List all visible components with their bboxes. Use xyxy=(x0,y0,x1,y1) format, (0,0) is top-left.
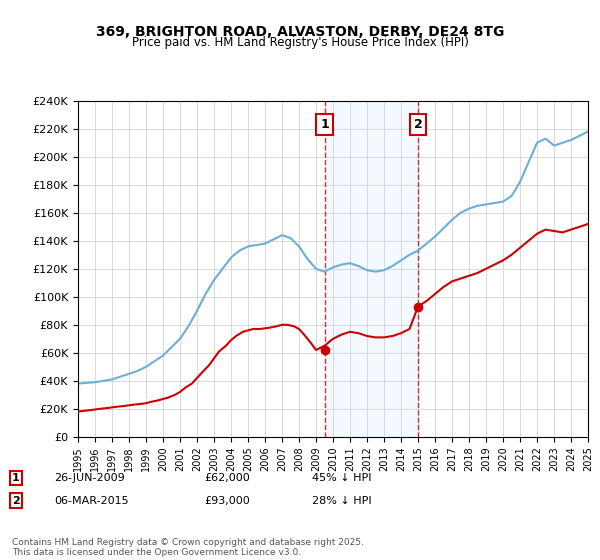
Text: 369, BRIGHTON ROAD, ALVASTON, DERBY, DE24 8TG: 369, BRIGHTON ROAD, ALVASTON, DERBY, DE2… xyxy=(96,25,504,39)
Text: £62,000: £62,000 xyxy=(204,473,250,483)
Text: 06-MAR-2015: 06-MAR-2015 xyxy=(54,496,128,506)
Text: Contains HM Land Registry data © Crown copyright and database right 2025.
This d: Contains HM Land Registry data © Crown c… xyxy=(12,538,364,557)
Text: 1: 1 xyxy=(320,118,329,131)
Text: 1: 1 xyxy=(12,473,20,483)
Text: 26-JUN-2009: 26-JUN-2009 xyxy=(54,473,125,483)
Text: £93,000: £93,000 xyxy=(204,496,250,506)
Text: 45% ↓ HPI: 45% ↓ HPI xyxy=(312,473,371,483)
Bar xyxy=(325,101,418,437)
Text: 2: 2 xyxy=(12,496,20,506)
Text: 28% ↓ HPI: 28% ↓ HPI xyxy=(312,496,371,506)
Text: 2: 2 xyxy=(413,118,422,131)
Text: Price paid vs. HM Land Registry's House Price Index (HPI): Price paid vs. HM Land Registry's House … xyxy=(131,36,469,49)
